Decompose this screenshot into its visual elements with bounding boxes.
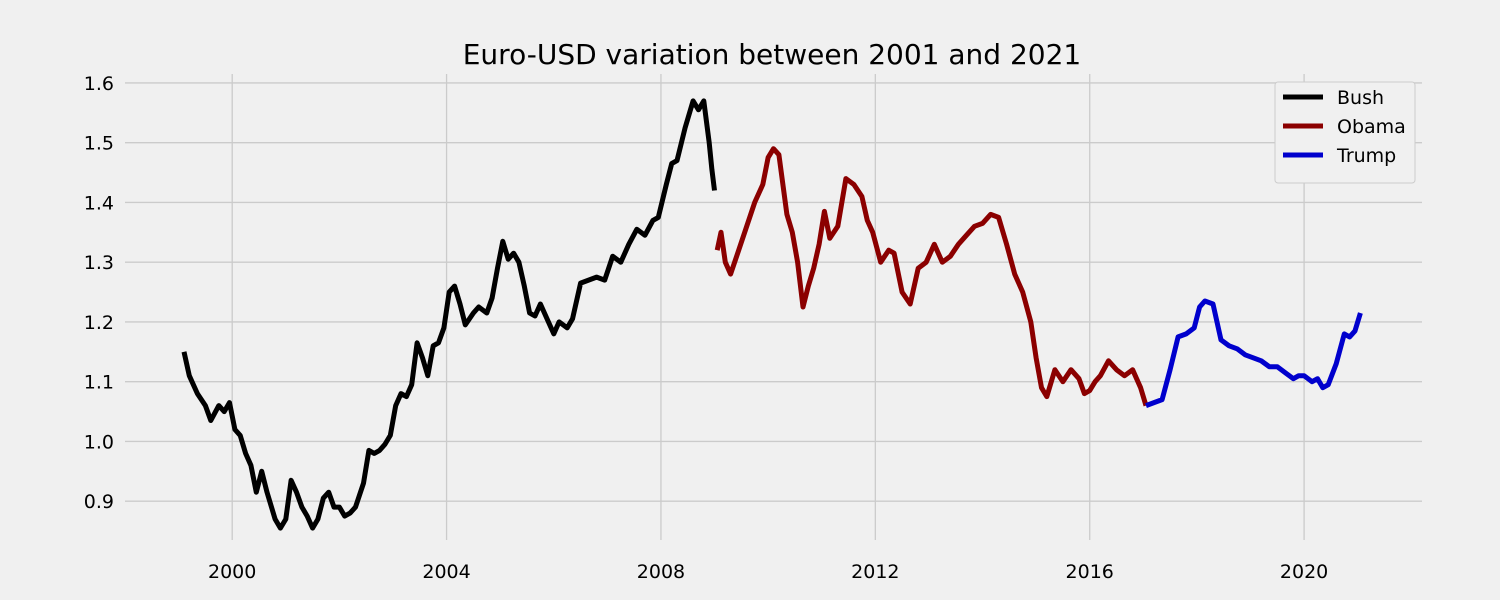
x-tick-label: 2008 [637,561,685,583]
x-tick-label: 2020 [1280,561,1328,583]
series-line-trump [1145,298,1363,408]
tick-labels: 0.9 1.0 1.1 1.2 1.3 1.4 1.5 1.6 2000 2004 2008 2012… [84,73,1328,583]
y-tick-label: 1.6 [84,73,114,95]
x-tick-label: 2012 [851,561,899,583]
series-line-bush [181,98,717,531]
x-tick-label: 2004 [422,561,470,583]
y-tick-label: 1.0 [84,431,114,453]
series-lines [181,98,1363,531]
chart-title: Euro-USD variation between 2001 and 2021 [463,38,1082,71]
y-tick-label: 1.2 [84,312,114,334]
y-tick-label: 0.9 [84,491,114,513]
legend: Bush Obama Trump [1274,81,1416,184]
x-tick-label: 2000 [208,561,256,583]
y-tick-label: 1.3 [84,252,114,274]
legend-label: Bush [1337,87,1384,109]
legend-box [1274,81,1416,184]
y-tick-label: 1.4 [84,192,114,214]
series-line-obama [714,146,1149,407]
x-tick-label: 2016 [1066,561,1114,583]
legend-label: Obama [1337,116,1406,138]
legend-label: Trump [1336,145,1396,167]
y-tick-label: 1.5 [84,133,114,155]
y-tick-label: 1.1 [84,372,114,394]
